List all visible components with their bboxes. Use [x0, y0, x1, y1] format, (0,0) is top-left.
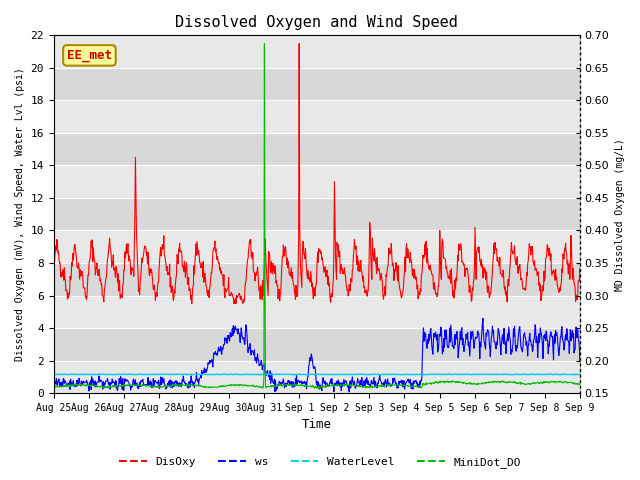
- DisOxy: [412, 274, 420, 280]
- Title: Dissolved Oxygen and Wind Speed: Dissolved Oxygen and Wind Speed: [175, 15, 458, 30]
- DisOxy: [263, 276, 271, 282]
- Line: MiniDot_DO: MiniDot_DO: [54, 44, 580, 388]
- Bar: [54, 36, 580, 68]
- DisOxy: [50, 266, 58, 272]
- Text: EE_met: EE_met: [67, 49, 112, 62]
- Bar: [54, 263, 580, 296]
- Legend: DisOxy, ws, WaterLevel, MiniDot_DO: DisOxy, ws, WaterLevel, MiniDot_DO: [115, 452, 525, 472]
- ws: [282, 380, 289, 386]
- MiniDot_DO: [470, 381, 478, 387]
- Y-axis label: MD Dissolved Oxygen (mg/L): MD Dissolved Oxygen (mg/L): [615, 138, 625, 290]
- Bar: [54, 68, 580, 100]
- DisOxy: [576, 265, 584, 271]
- Bar: [54, 328, 580, 360]
- WaterLevel: [576, 372, 584, 378]
- MiniDot_DO: [260, 41, 268, 47]
- WaterLevel: [262, 372, 270, 377]
- ws: [346, 389, 353, 395]
- MiniDot_DO: [461, 380, 469, 386]
- Bar: [54, 100, 580, 133]
- Y-axis label: Dissolved Oxygen (mV), Wind Speed, Water Lvl (psi): Dissolved Oxygen (mV), Wind Speed, Water…: [15, 67, 25, 361]
- MiniDot_DO: [412, 383, 420, 389]
- MiniDot_DO: [283, 382, 291, 387]
- WaterLevel: [104, 372, 111, 377]
- Bar: [54, 360, 580, 393]
- WaterLevel: [50, 372, 58, 377]
- DisOxy: [282, 248, 290, 254]
- DisOxy: [188, 301, 196, 307]
- Bar: [54, 198, 580, 230]
- ws: [262, 370, 270, 376]
- Bar: [54, 230, 580, 263]
- WaterLevel: [291, 372, 298, 378]
- MiniDot_DO: [104, 383, 111, 389]
- DisOxy: [295, 41, 303, 47]
- X-axis label: Time: Time: [302, 419, 332, 432]
- Bar: [54, 296, 580, 328]
- WaterLevel: [263, 371, 271, 377]
- DisOxy: [104, 257, 111, 263]
- DisOxy: [461, 274, 469, 279]
- WaterLevel: [470, 372, 478, 377]
- Line: WaterLevel: WaterLevel: [54, 374, 580, 375]
- Bar: [54, 166, 580, 198]
- ws: [461, 343, 468, 349]
- MiniDot_DO: [576, 381, 584, 387]
- MiniDot_DO: [264, 384, 271, 389]
- DisOxy: [470, 260, 478, 266]
- ws: [104, 375, 111, 381]
- ws: [412, 379, 419, 384]
- WaterLevel: [461, 372, 469, 377]
- ws: [50, 384, 58, 390]
- ws: [479, 315, 487, 321]
- ws: [470, 345, 478, 351]
- WaterLevel: [282, 372, 290, 377]
- ws: [576, 359, 584, 365]
- Line: ws: ws: [54, 318, 580, 392]
- MiniDot_DO: [259, 385, 266, 391]
- WaterLevel: [412, 372, 420, 377]
- Bar: [54, 133, 580, 166]
- MiniDot_DO: [50, 384, 58, 390]
- Line: DisOxy: DisOxy: [54, 44, 580, 304]
